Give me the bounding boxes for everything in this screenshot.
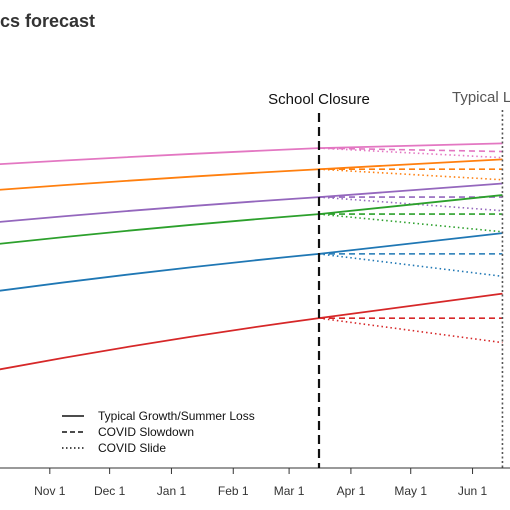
covid-slide-line	[318, 213, 503, 233]
series-line	[0, 252, 320, 292]
x-tick-label: Nov 1	[34, 484, 66, 498]
legend-label: COVID Slowdown	[98, 425, 194, 439]
covid-slide-line	[318, 196, 503, 212]
series-line	[0, 213, 320, 245]
x-tick-label: Jan 1	[157, 484, 187, 498]
series-line	[0, 317, 320, 371]
typical-growth-line	[318, 292, 503, 320]
covid-slide-line	[318, 168, 503, 181]
x-tick-label: Jun 1	[458, 484, 488, 498]
chart-title: cs forecast	[0, 11, 96, 31]
covid-slide-line	[318, 147, 503, 159]
series-lines	[0, 142, 503, 371]
x-tick-label: May 1	[394, 484, 427, 498]
legend-label: Typical Growth/Summer Loss	[98, 409, 255, 423]
typical-growth-line	[318, 194, 503, 215]
covid-slide-line	[318, 317, 503, 344]
legend-label: COVID Slide	[98, 441, 166, 455]
school-closure-label: School Closure	[268, 91, 370, 108]
x-tick-label: Feb 1	[218, 484, 249, 498]
typical-growth-line	[318, 182, 503, 198]
typical-growth-line	[318, 142, 503, 150]
series-line	[0, 168, 320, 191]
covid-slide-line	[318, 253, 503, 278]
x-tick-label: Mar 1	[274, 484, 305, 498]
series-line	[0, 147, 320, 166]
typical-loss-label: Typical L	[452, 89, 510, 106]
typical-growth-line	[318, 158, 503, 171]
x-tick-label: Dec 1	[94, 484, 126, 498]
typical-growth-line	[318, 232, 503, 255]
covid-slowdown-line	[318, 147, 503, 153]
annotations: School Closure Typical L	[268, 89, 510, 468]
legend: Typical Growth/Summer Loss COVID Slowdown…	[62, 409, 255, 455]
series-line	[0, 196, 320, 223]
x-tick-label: Apr 1	[337, 484, 366, 498]
